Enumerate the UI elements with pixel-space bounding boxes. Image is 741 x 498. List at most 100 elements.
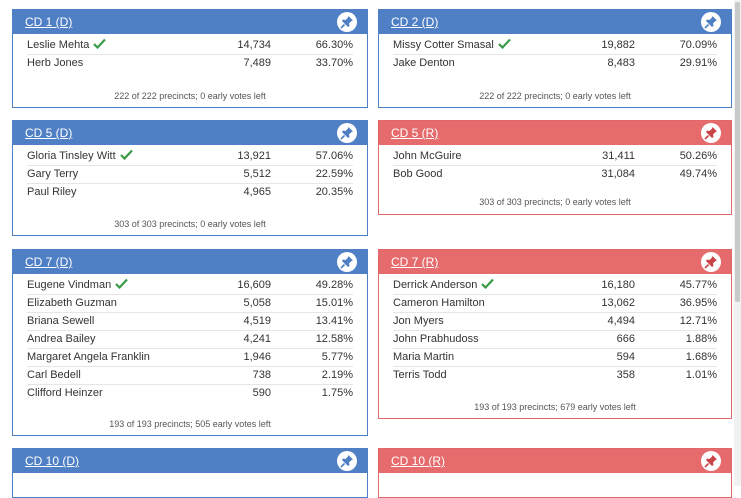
candidate-row: Bob Good 31,084 49.74% <box>393 166 717 183</box>
precincts-footer: 222 of 222 precincts; 0 early votes left <box>114 91 266 101</box>
pin-icon[interactable] <box>701 12 721 32</box>
candidate-percent: 1.88% <box>685 333 717 345</box>
candidate-name: Gloria Tinsley Witt <box>27 148 133 165</box>
pin-icon[interactable] <box>337 12 357 32</box>
results-table: Leslie Mehta 14,734 66.30% Herb Jones 7,489 3… <box>13 34 367 72</box>
card-header: CD 5 (D) <box>13 121 367 145</box>
pin-icon[interactable] <box>701 451 721 471</box>
candidate-votes: 1,946 <box>243 351 271 363</box>
candidate-name: Jake Denton <box>393 57 455 69</box>
card-header: CD 5 (R) <box>379 121 731 145</box>
candidate-votes: 4,965 <box>243 186 271 198</box>
candidate-percent: 12.58% <box>315 333 353 345</box>
candidate-percent: 5.77% <box>321 351 353 363</box>
candidate-row: Herb Jones 7,489 33.70% <box>27 55 353 72</box>
candidate-row: Leslie Mehta 14,734 66.30% <box>27 37 353 55</box>
precincts-footer: 303 of 303 precincts; 0 early votes left <box>479 197 631 207</box>
race-title-link[interactable]: CD 10 (R) <box>391 454 446 468</box>
candidate-name: Bob Good <box>393 168 443 180</box>
precincts-footer: 193 of 193 precincts; 679 early votes le… <box>474 402 636 412</box>
race-title-link[interactable]: CD 10 (D) <box>25 454 80 468</box>
candidate-percent: 36.95% <box>679 297 717 309</box>
results-table: Eugene Vindman 16,609 49.28% Elizabeth Guzm… <box>13 274 367 402</box>
candidate-votes: 7,489 <box>243 57 271 69</box>
race-title-link[interactable]: CD 1 (D) <box>25 15 73 29</box>
candidate-row: John Prabhudoss 666 1.88% <box>393 331 717 349</box>
candidate-votes: 13,062 <box>601 297 635 309</box>
race-title-link[interactable]: CD 7 (R) <box>391 255 439 269</box>
candidate-votes: 16,180 <box>601 279 635 291</box>
candidate-name: Eugene Vindman <box>27 277 129 294</box>
pin-icon[interactable] <box>337 123 357 143</box>
candidate-percent: 57.06% <box>315 150 353 162</box>
candidate-votes: 31,411 <box>602 150 635 162</box>
candidate-name: Elizabeth Guzman <box>27 297 117 309</box>
candidate-percent: 2.19% <box>321 369 353 381</box>
winner-check-icon <box>481 278 495 290</box>
card-header: CD 10 (R) <box>379 449 731 473</box>
precincts-footer: 222 of 222 precincts; 0 early votes left <box>479 91 631 101</box>
candidate-percent: 13.41% <box>315 315 353 327</box>
race-title-link[interactable]: CD 5 (R) <box>391 126 439 140</box>
candidate-votes: 13,921 <box>237 150 271 162</box>
pin-icon[interactable] <box>701 252 721 272</box>
pin-icon[interactable] <box>337 252 357 272</box>
candidate-votes: 4,494 <box>607 315 635 327</box>
candidate-name: Andrea Bailey <box>27 333 96 345</box>
candidate-votes: 738 <box>252 369 271 381</box>
candidate-row: Jon Myers 4,494 12.71% <box>393 313 717 331</box>
candidate-name: Gary Terry <box>27 168 79 180</box>
candidate-row: Carl Bedell 738 2.19% <box>27 367 353 385</box>
candidate-row: Eugene Vindman 16,609 49.28% <box>27 277 353 295</box>
candidate-percent: 49.74% <box>679 168 717 180</box>
candidate-votes: 8,483 <box>607 57 635 69</box>
candidate-row: Margaret Angela Franklin 1,946 5.77% <box>27 349 353 367</box>
race-title-link[interactable]: CD 7 (D) <box>25 255 73 269</box>
scrollbar-thumb[interactable] <box>735 2 740 302</box>
candidate-votes: 16,609 <box>237 279 271 291</box>
candidate-row: Briana Sewell 4,519 13.41% <box>27 313 353 331</box>
winner-check-icon <box>119 149 133 161</box>
candidate-percent: 29.91% <box>679 57 717 69</box>
candidate-percent: 50.26% <box>679 150 717 162</box>
candidate-votes: 594 <box>616 351 635 363</box>
candidate-percent: 45.77% <box>679 279 717 291</box>
precincts-footer: 303 of 303 precincts; 0 early votes left <box>114 219 266 229</box>
candidate-name: John McGuire <box>393 150 462 162</box>
candidate-percent: 15.01% <box>315 297 353 309</box>
pin-icon[interactable] <box>701 123 721 143</box>
race-card-cd2-d: CD 2 (D) Missy Cotter Smasal 19,882 70.09%… <box>378 9 732 108</box>
candidate-percent: 22.59% <box>315 168 353 180</box>
candidate-row: Missy Cotter Smasal 19,882 70.09% <box>393 37 717 55</box>
race-card-cd5-d: CD 5 (D) Gloria Tinsley Witt 13,921 57.06%… <box>12 120 368 236</box>
card-header: CD 7 (D) <box>13 250 367 274</box>
winner-check-icon <box>93 38 107 50</box>
candidate-percent: 49.28% <box>315 279 353 291</box>
winner-check-icon <box>115 278 129 290</box>
candidate-row: Maria Martin 594 1.68% <box>393 349 717 367</box>
page-scrollbar[interactable] <box>734 0 741 486</box>
race-title-link[interactable]: CD 5 (D) <box>25 126 73 140</box>
precincts-footer: 193 of 193 precincts; 505 early votes le… <box>109 419 271 429</box>
candidate-name: Leslie Mehta <box>27 37 107 54</box>
candidate-percent: 1.01% <box>685 369 717 381</box>
candidate-row: Derrick Anderson 16,180 45.77% <box>393 277 717 295</box>
candidate-name: Briana Sewell <box>27 315 95 327</box>
candidate-votes: 5,058 <box>243 297 271 309</box>
candidate-percent: 33.70% <box>315 57 353 69</box>
results-table: Derrick Anderson 16,180 45.77% Cameron Hami… <box>379 274 731 384</box>
card-header: CD 1 (D) <box>13 10 367 34</box>
race-card-cd5-r: CD 5 (R) John McGuire 31,411 50.26% Bob Goo… <box>378 120 732 215</box>
candidate-name: Herb Jones <box>27 57 84 69</box>
pin-icon[interactable] <box>337 451 357 471</box>
candidate-name: Paul Riley <box>27 186 77 198</box>
candidate-row: Gloria Tinsley Witt 13,921 57.06% <box>27 148 353 166</box>
candidate-name: John Prabhudoss <box>393 333 479 345</box>
candidate-row: Terris Todd 358 1.01% <box>393 367 717 384</box>
card-header: CD 7 (R) <box>379 250 731 274</box>
race-title-link[interactable]: CD 2 (D) <box>391 15 439 29</box>
candidate-votes: 358 <box>616 369 635 381</box>
candidate-votes: 19,882 <box>601 39 635 51</box>
race-card-cd10-d: CD 10 (D) <box>12 448 368 498</box>
candidate-name: Terris Todd <box>393 369 447 381</box>
